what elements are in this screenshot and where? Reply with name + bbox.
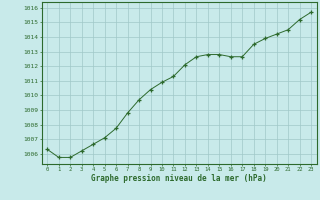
X-axis label: Graphe pression niveau de la mer (hPa): Graphe pression niveau de la mer (hPa) xyxy=(91,174,267,183)
